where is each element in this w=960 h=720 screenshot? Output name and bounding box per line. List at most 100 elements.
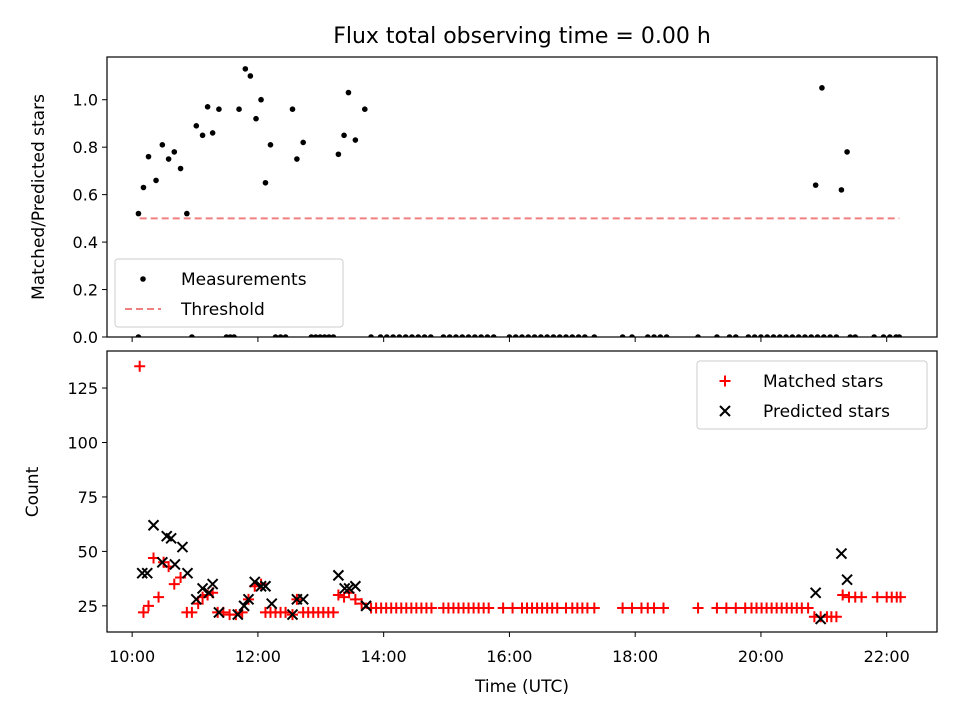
matched-star-point — [895, 591, 907, 603]
measurement-point — [714, 334, 720, 337]
legend-box — [696, 360, 928, 430]
predicted-star-point — [196, 582, 209, 595]
measurement-point — [312, 334, 319, 337]
measurement-point — [377, 334, 384, 337]
y-tick-label: 25 — [78, 597, 98, 616]
measurement-point — [267, 141, 274, 148]
matched-star-point — [425, 602, 437, 614]
measurement-point — [575, 334, 582, 337]
legend-marker — [140, 276, 146, 282]
measurement-point — [242, 66, 249, 72]
measurement-point — [887, 334, 893, 337]
predicted-star-point — [814, 613, 827, 625]
matched-star-point — [730, 602, 742, 614]
predicted-star-point — [841, 574, 853, 586]
measurement-point — [629, 334, 635, 337]
measurement-point — [751, 334, 758, 337]
predicted-star-point — [286, 608, 299, 621]
measurement-point — [506, 334, 513, 337]
measurement-point — [465, 334, 472, 337]
y-tick-label: 125 — [67, 379, 98, 398]
legend-label: Measurements — [181, 270, 307, 290]
measurement-point — [453, 334, 459, 337]
matched-star-point — [332, 589, 344, 601]
measurement-point — [335, 151, 342, 158]
legend-marker — [719, 375, 731, 387]
measurement-point — [591, 334, 598, 337]
matched-star-point — [617, 602, 629, 614]
measurement-point — [812, 182, 819, 188]
measurement-point — [512, 334, 519, 337]
measurement-point — [216, 106, 222, 113]
matched-star-point — [871, 591, 883, 603]
matched-star-point — [143, 600, 154, 612]
matched-star-point — [230, 609, 242, 621]
measurement-point — [236, 106, 242, 113]
predicted-star-point — [238, 600, 250, 612]
matched-star-point — [153, 591, 165, 603]
x-tick-label: 10:00 — [109, 647, 155, 666]
measurement-point — [651, 334, 657, 337]
y-tick-label: 100 — [67, 433, 98, 452]
predicted-star-point — [343, 582, 355, 595]
predicted-star-point — [232, 608, 244, 621]
measurement-point — [783, 334, 789, 337]
predicted-star-point — [190, 593, 202, 606]
measurement-point — [368, 334, 374, 337]
axes-frame — [106, 350, 938, 633]
matched-star-point — [356, 598, 368, 610]
measurement-point — [409, 334, 415, 337]
predicted-star-point — [249, 576, 261, 588]
matched-star-point — [648, 602, 660, 614]
y-tick-label: 0.4 — [73, 233, 98, 252]
predicted-star-point — [156, 556, 169, 569]
measurement-point — [262, 179, 269, 186]
measurement-point — [326, 334, 332, 337]
predicted-star-point — [141, 567, 153, 579]
measurement-point — [663, 334, 670, 337]
top-y-axis-label: Matched/Predicted stars — [29, 94, 49, 300]
matched-star-point — [137, 606, 149, 618]
measurement-point — [490, 334, 497, 337]
x-tick-label: 14:00 — [361, 647, 407, 666]
matched-star-point — [802, 602, 814, 614]
measurement-point — [472, 334, 478, 337]
legend-label: Predicted stars — [763, 402, 890, 422]
measurement-point — [341, 132, 347, 139]
axes-frame — [106, 56, 938, 338]
matched-star-point — [168, 578, 180, 590]
measurement-point — [459, 334, 466, 337]
measurement-point — [852, 334, 859, 337]
measurement-point — [833, 334, 840, 337]
measurement-point — [847, 334, 854, 337]
measurement-point — [277, 334, 284, 337]
y-tick-label: 0.6 — [73, 186, 98, 205]
x-tick-label: 20:00 — [738, 647, 784, 666]
measurement-point — [330, 334, 337, 337]
matched-star-point — [588, 602, 600, 614]
predicted-star-point — [147, 519, 160, 531]
predicted-star-point — [259, 580, 272, 592]
measurement-point — [695, 334, 701, 337]
measurement-point — [165, 156, 172, 162]
measurement-point — [808, 334, 815, 337]
measurement-point — [308, 334, 315, 337]
measurement-point — [896, 334, 903, 337]
chart-title: Flux total observing time = 0.00 h — [333, 24, 711, 49]
measurement-point — [140, 184, 147, 191]
measurement-point — [193, 123, 200, 129]
measurement-point — [362, 106, 368, 113]
matched-star-point — [711, 602, 723, 614]
predicted-star-point — [169, 558, 181, 571]
matched-star-point — [657, 602, 669, 614]
measurement-point — [550, 334, 557, 337]
measurement-point — [519, 334, 525, 337]
y-tick-label: 75 — [78, 488, 98, 507]
measurement-point — [440, 334, 447, 337]
measurement-point — [231, 334, 237, 337]
predicted-star-point — [176, 541, 189, 553]
measurement-point — [726, 334, 733, 337]
measurement-point — [827, 334, 833, 337]
predicted-star-point — [332, 569, 345, 582]
